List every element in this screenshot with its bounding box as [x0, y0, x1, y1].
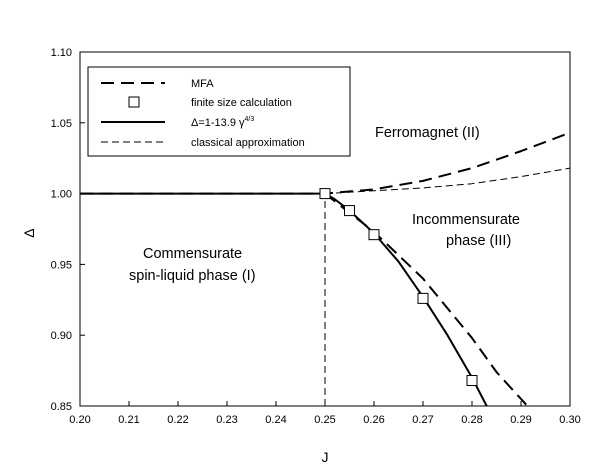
x-tick-label: 0.22 [167, 414, 188, 426]
x-tick-label: 0.29 [510, 414, 531, 426]
y-tick-label: 1.00 [51, 189, 72, 201]
y-tick-label: 0.90 [51, 330, 72, 342]
legend-box [87, 66, 351, 157]
finite-size-point [417, 292, 429, 304]
y-tick-label: 0.85 [51, 401, 72, 413]
series-mfa_lower-line [324, 192, 529, 407]
legend-mfa-label: MFA [191, 78, 214, 90]
x-tick-label: 0.30 [559, 414, 580, 426]
legend-formula-main: Δ=1-13.9 γ [191, 117, 245, 129]
legend: MFA finite size calculation Δ=1-13.9 γ4/… [87, 66, 351, 157]
x-tick-label: 0.21 [118, 414, 139, 426]
x-tick-label: 0.27 [412, 414, 433, 426]
finite-size-point [319, 188, 331, 200]
x-tick-label: 0.26 [363, 414, 384, 426]
axis-ticks: 0.20 0.21 0.22 0.23 0.24 0.25 0.26 0.27 0.28 0.29… [51, 47, 581, 426]
finite-size-markers [319, 188, 478, 387]
x-tick-label: 0.23 [216, 414, 237, 426]
x-tick-label: 0.25 [314, 414, 335, 426]
region-commensurate-line1: Commensurate [143, 246, 242, 262]
x-tick-label: 0.24 [265, 414, 286, 426]
legend-formula-exponent: 4/3 [245, 116, 255, 123]
finite-size-point [344, 205, 355, 217]
region-incommensurate-line2: phase (III) [446, 233, 511, 249]
y-tick-label: 1.10 [51, 47, 72, 59]
x-axis-label: J [322, 449, 329, 465]
y-axis-label: Δ [21, 228, 37, 237]
legend-finite-swatch [128, 96, 140, 108]
finite-size-point [466, 375, 478, 387]
legend-classical-label: classical approximation [191, 137, 305, 149]
finite-size-point [368, 229, 380, 241]
y-tick-label: 0.95 [51, 259, 72, 271]
series-classical-line [324, 167, 571, 195]
region-incommensurate-line1: Incommensurate [412, 212, 520, 228]
region-ferromagnet-label: Ferromagnet (II) [375, 125, 480, 141]
x-tick-label: 0.28 [461, 414, 482, 426]
x-tick-label: 0.20 [69, 414, 90, 426]
legend-finite-label: finite size calculation [191, 97, 292, 109]
region-commensurate-line2: spin-liquid phase (I) [129, 268, 256, 284]
legend-formula-label: Δ=1-13.9 γ4/3 [191, 116, 254, 129]
y-tick-label: 1.05 [51, 118, 72, 130]
